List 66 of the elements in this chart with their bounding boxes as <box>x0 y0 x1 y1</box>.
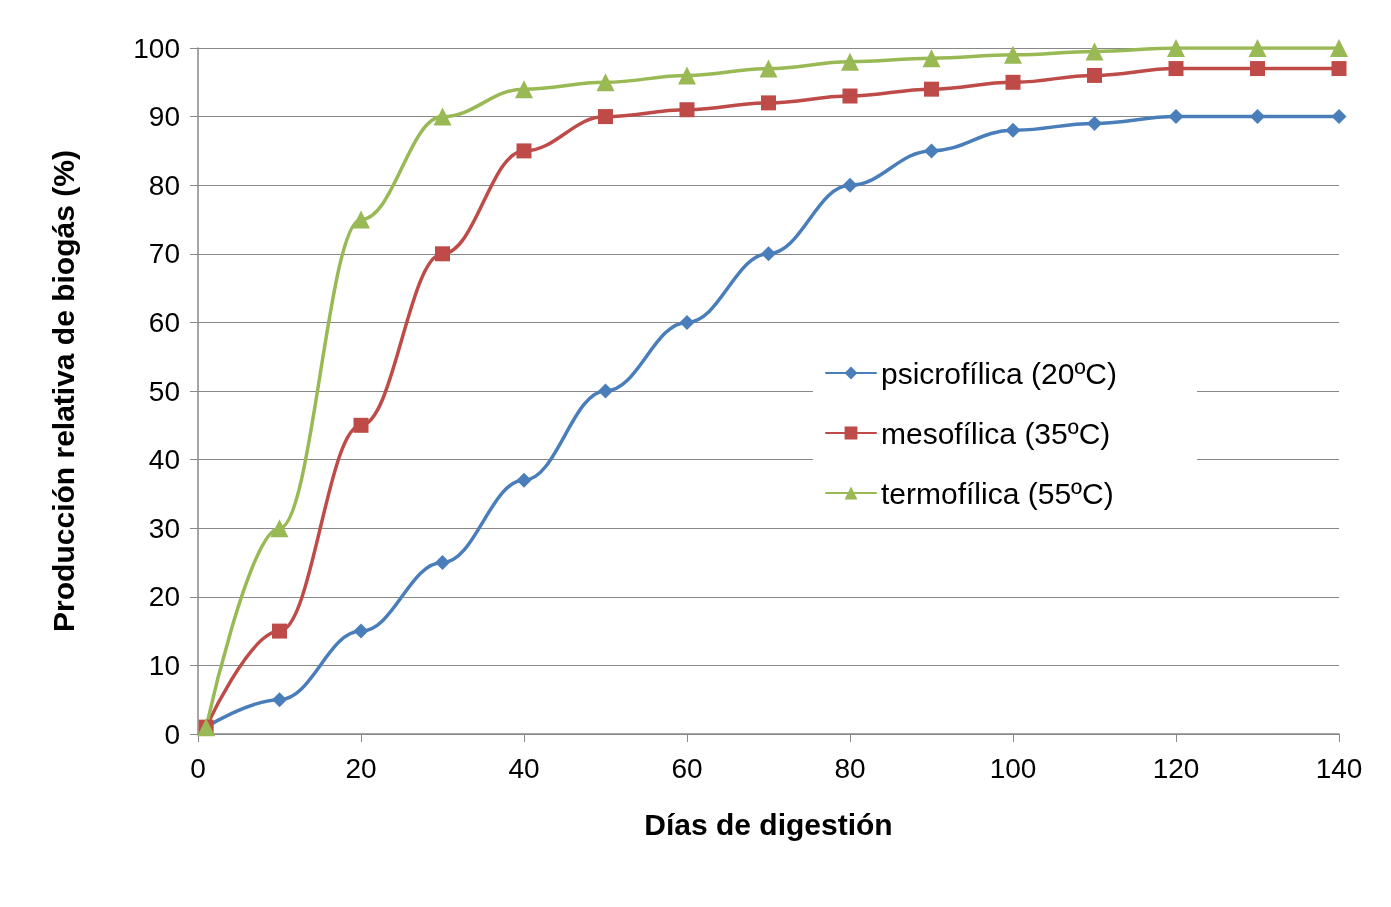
point <box>761 95 776 111</box>
y-tick-label: 80 <box>148 169 180 201</box>
point <box>596 73 615 92</box>
y-tick-label: 90 <box>148 101 180 133</box>
point <box>353 417 369 433</box>
y-tick-label: 20 <box>148 581 180 613</box>
x-tick-label: 120 <box>1152 752 1200 784</box>
x-tick-label: 0 <box>190 752 206 784</box>
legend-label: termofílica (55ºC) <box>881 476 1114 510</box>
point <box>598 383 613 399</box>
y-tick-label: 0 <box>164 718 180 750</box>
legend-label: mesofílica (35ºC) <box>881 416 1111 450</box>
point <box>1085 42 1104 61</box>
point <box>435 555 450 570</box>
point <box>1087 67 1102 83</box>
point <box>598 109 613 125</box>
point <box>1250 61 1265 77</box>
y-axis-title: Producción relativa de biogás (%) <box>46 150 80 632</box>
point <box>842 88 858 104</box>
point <box>679 102 695 118</box>
point <box>353 623 369 639</box>
point <box>516 143 532 159</box>
y-tick-label: 30 <box>148 512 180 544</box>
point <box>1005 122 1021 138</box>
point <box>515 80 533 99</box>
point <box>272 623 287 639</box>
point <box>1331 109 1347 125</box>
point <box>1168 109 1184 125</box>
point <box>679 314 695 330</box>
y-tick-label: 70 <box>148 238 180 270</box>
y-tick-label: 50 <box>148 375 180 407</box>
point <box>1005 74 1021 90</box>
y-tick-label: 100 <box>133 32 180 64</box>
x-tick-label: 100 <box>989 752 1037 784</box>
point <box>922 49 941 68</box>
point <box>1248 39 1267 57</box>
point <box>270 519 289 538</box>
point <box>272 692 287 708</box>
point <box>516 472 532 488</box>
point <box>1167 39 1185 57</box>
x-tick-label: 40 <box>508 752 540 784</box>
legend-label: psicrofílica (20ºC) <box>881 356 1118 390</box>
y-tick-label: 10 <box>148 649 180 681</box>
y-tick-label: 40 <box>148 444 180 476</box>
point <box>761 246 776 262</box>
point <box>841 52 859 71</box>
point <box>1004 45 1022 64</box>
y-tick-label: 60 <box>148 306 180 338</box>
point <box>435 246 450 262</box>
point <box>1087 115 1102 131</box>
x-tick-label: 60 <box>671 752 703 784</box>
point <box>842 177 858 193</box>
point <box>924 81 939 97</box>
x-tick-label: 20 <box>345 752 377 784</box>
x-tick-label: 80 <box>834 752 866 784</box>
point <box>924 143 939 159</box>
point <box>759 59 778 78</box>
point <box>1250 109 1265 125</box>
point <box>1330 39 1348 57</box>
x-tick-label: 140 <box>1315 752 1363 784</box>
point <box>433 107 452 126</box>
point <box>1168 61 1184 77</box>
point <box>678 66 696 85</box>
point <box>352 210 370 229</box>
point <box>1331 61 1347 77</box>
x-axis-title: Días de digestión <box>644 807 893 841</box>
